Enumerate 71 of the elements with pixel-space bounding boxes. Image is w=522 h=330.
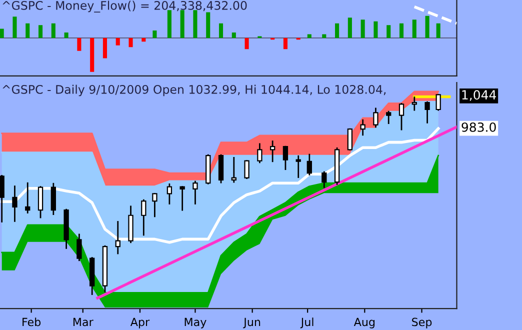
bar (399, 23, 404, 38)
candlestick (322, 171, 327, 188)
bar (436, 23, 440, 38)
candlestick (398, 102, 404, 130)
candlestick (50, 182, 56, 216)
candlestick (360, 119, 366, 136)
bar (232, 32, 236, 38)
bar (193, 10, 198, 38)
bar (128, 38, 133, 48)
bar (90, 38, 94, 72)
candlestick (296, 155, 301, 178)
bar (335, 23, 340, 38)
candlestick (347, 128, 353, 150)
bar (12, 16, 17, 38)
bar (102, 38, 108, 58)
x-tick-label: Apr (130, 318, 150, 328)
candlestick (244, 160, 250, 180)
candlestick (282, 146, 288, 170)
candlestick (166, 183, 172, 204)
bar (283, 38, 288, 50)
bar (412, 20, 416, 38)
y-tick-label: 1,044 (462, 90, 496, 101)
chart-title: ^GSPC - Daily 9/10/2009 Open 1032.99, Hi 1044.14, Lo 1028.04, (2, 84, 386, 96)
x-tick-label: May (184, 318, 206, 328)
bar (0, 28, 4, 38)
bar (374, 21, 378, 38)
candlestick (0, 174, 4, 222)
bar (218, 23, 224, 38)
bar (51, 23, 56, 38)
candlestick (231, 156, 236, 183)
bar (26, 23, 30, 38)
bar (425, 16, 430, 38)
chart-title: ^GSPC - Money_Flow() = 204,338,432.00 (2, 0, 247, 13)
y-tick-label: 983.0 (462, 122, 496, 132)
bar (167, 10, 172, 38)
x-tick-label: Jul (300, 318, 314, 328)
candlestick (180, 186, 185, 211)
candlestick (152, 192, 158, 218)
candlestick (386, 110, 392, 124)
candlestick (270, 140, 276, 162)
candlestick (424, 101, 430, 124)
bar (38, 25, 43, 38)
candlestick (436, 94, 441, 111)
x-tick-label: Feb (22, 318, 41, 326)
bar (360, 20, 365, 38)
candlestick (257, 143, 262, 164)
bar (116, 38, 120, 46)
candlestick (76, 234, 82, 262)
candlestick (38, 186, 44, 218)
bar (386, 25, 391, 38)
bar (64, 32, 68, 38)
candlestick (12, 186, 18, 222)
candlestick (192, 180, 198, 204)
candlestick (373, 108, 378, 128)
bar (206, 12, 210, 38)
candlestick (306, 154, 312, 176)
candlestick (141, 199, 146, 236)
x-tick-label: Jun (243, 318, 260, 328)
candlestick (412, 96, 417, 111)
x-tick-label: Aug (354, 318, 374, 328)
bar (244, 38, 249, 50)
bar (152, 30, 157, 38)
bar (180, 10, 184, 38)
candlestick (25, 182, 30, 214)
bar (322, 34, 326, 38)
bar (307, 34, 312, 38)
bar (348, 18, 352, 38)
x-tick-label: Mar (73, 318, 94, 326)
bar (142, 38, 146, 42)
x-tick-label: Sep (412, 318, 432, 328)
bar (77, 38, 82, 51)
